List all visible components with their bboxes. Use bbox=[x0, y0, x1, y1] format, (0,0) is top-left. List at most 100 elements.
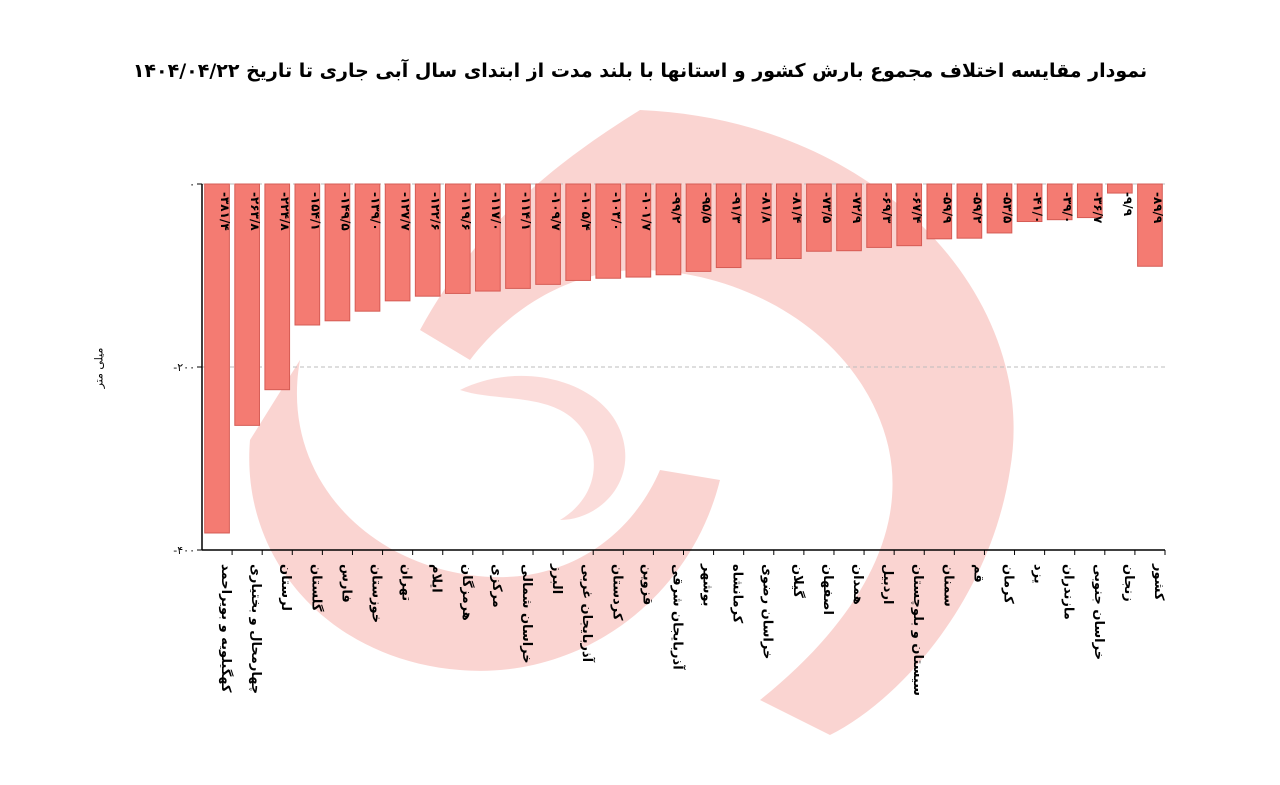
category-label: قزوین bbox=[639, 564, 654, 605]
data-label: -۳۸۱/۴ bbox=[218, 192, 232, 231]
data-label: -۷۲/۹ bbox=[850, 192, 864, 224]
data-label: -۱۰۱/۷ bbox=[639, 192, 653, 231]
category-label: تهران bbox=[399, 564, 414, 601]
category-label: آذربایجان غربی bbox=[579, 564, 596, 663]
data-label: -۱۰۵/۴ bbox=[579, 192, 593, 231]
bar bbox=[384, 183, 411, 302]
category-label: گلستان bbox=[308, 564, 324, 612]
category-label: فارس bbox=[338, 564, 353, 603]
category-label: چهارمحال و بختیاری bbox=[248, 564, 263, 694]
bar bbox=[595, 183, 622, 279]
category-label: بوشهر bbox=[700, 563, 715, 607]
bar bbox=[775, 183, 802, 259]
data-label: -۸۱/۴ bbox=[790, 192, 804, 223]
chart-title: نمودار مقایسه اختلاف مجموع بارش کشور و ا… bbox=[132, 60, 1148, 82]
data-label: -۱۳۹/۰ bbox=[369, 192, 383, 231]
data-label: -۱۲۲/۶ bbox=[429, 192, 443, 231]
bar bbox=[354, 183, 381, 312]
category-label: گیلان bbox=[790, 564, 806, 598]
category-label: خراسان رضوی bbox=[760, 564, 775, 659]
bar bbox=[625, 183, 652, 278]
data-label: -۳۶/۷ bbox=[1091, 192, 1105, 224]
bar bbox=[475, 183, 501, 292]
bar bbox=[204, 183, 230, 534]
bar bbox=[1107, 183, 1133, 194]
data-label: -۱۱۴/۱ bbox=[519, 192, 533, 231]
data-label: -۱۴۹/۵ bbox=[338, 192, 352, 231]
bar bbox=[264, 183, 291, 391]
category-label: کرمانشاه bbox=[730, 564, 745, 624]
bar bbox=[414, 183, 441, 297]
data-label: -۴۱/۰ bbox=[1031, 192, 1045, 223]
data-label: -۱۰۳/۰ bbox=[609, 192, 623, 231]
bar bbox=[234, 183, 260, 426]
category-label: کشور bbox=[1151, 563, 1166, 601]
category-label: خراسان شمالی bbox=[519, 564, 534, 664]
data-label: -۳۹/۰ bbox=[1061, 192, 1075, 223]
bar bbox=[926, 183, 953, 240]
y-tick-label: -۲۰۰ bbox=[173, 361, 195, 374]
category-label: خوزستان bbox=[369, 564, 384, 623]
category-label: اردبیل bbox=[880, 564, 895, 604]
bar bbox=[1137, 183, 1163, 267]
bar bbox=[896, 183, 923, 247]
category-label: مازندران bbox=[1061, 564, 1076, 620]
bar bbox=[1046, 183, 1073, 221]
bar bbox=[866, 183, 892, 248]
category-label: همدان bbox=[850, 564, 865, 605]
category-label: لرستان bbox=[278, 564, 293, 611]
bar bbox=[505, 183, 531, 289]
data-label: -۱۲۷/۷ bbox=[399, 192, 413, 231]
category-label: قم bbox=[970, 564, 985, 583]
bar bbox=[565, 183, 592, 281]
bar bbox=[715, 183, 742, 269]
data-label: -۱۰۹/۷ bbox=[549, 192, 563, 231]
data-label: -۶۷/۴ bbox=[910, 192, 924, 223]
data-label: -۱۱۹/۶ bbox=[459, 192, 473, 231]
bar bbox=[1076, 183, 1103, 219]
data-label: -۹/۹ bbox=[1121, 192, 1135, 217]
category-label: البرز bbox=[549, 563, 564, 594]
category-label: یزد bbox=[1031, 564, 1046, 584]
category-label: کهگیلویه و بویراحمد bbox=[218, 564, 234, 693]
category-label: مرکزی bbox=[489, 564, 504, 608]
bar bbox=[294, 183, 321, 326]
bar bbox=[745, 183, 772, 260]
category-label: ایلام bbox=[429, 564, 444, 593]
data-label: -۵۹/۲ bbox=[970, 192, 984, 224]
category-label: هرمزگان bbox=[459, 564, 475, 621]
bar bbox=[535, 183, 561, 285]
data-label: -۹۹/۲ bbox=[669, 192, 683, 224]
bar bbox=[324, 183, 351, 322]
y-tick-label: -۴۰۰ bbox=[173, 544, 195, 557]
category-label: سیستان و بلوچستان bbox=[910, 564, 925, 696]
bar bbox=[836, 183, 862, 252]
data-label: -۶۹/۳ bbox=[880, 192, 894, 224]
bar bbox=[444, 183, 471, 294]
data-label: -۵۹/۹ bbox=[940, 192, 954, 224]
bar bbox=[685, 183, 712, 272]
bar bbox=[1016, 183, 1043, 223]
category-label: کرمان bbox=[1000, 564, 1015, 604]
category-label: زنجان bbox=[1121, 564, 1136, 602]
y-tick-label: ۰ bbox=[189, 178, 195, 191]
data-label: -۹۱/۳ bbox=[730, 192, 744, 224]
data-label: -۸۱/۸ bbox=[760, 192, 774, 224]
category-label: اصفهان bbox=[820, 564, 835, 615]
bar bbox=[806, 183, 832, 252]
category-label: خراسان جنوبی bbox=[1091, 564, 1106, 660]
data-label: -۱۱۷/۰ bbox=[489, 192, 503, 231]
data-label: -۷۳/۵ bbox=[820, 192, 834, 223]
category-label: کردستان bbox=[609, 564, 624, 621]
data-label: -۱۵۴/۱ bbox=[308, 192, 322, 231]
category-label: سمنان bbox=[940, 564, 955, 607]
bar bbox=[956, 183, 983, 239]
bar bbox=[655, 183, 682, 276]
category-label: آذربایجان شرقی bbox=[669, 564, 686, 670]
data-label: -۲۲۴/۸ bbox=[278, 192, 292, 231]
data-label: -۲۶۳/۸ bbox=[248, 192, 262, 231]
data-label: -۸۹/۹ bbox=[1151, 192, 1165, 224]
bar bbox=[986, 183, 1013, 234]
data-label: -۵۳/۵ bbox=[1000, 192, 1014, 223]
